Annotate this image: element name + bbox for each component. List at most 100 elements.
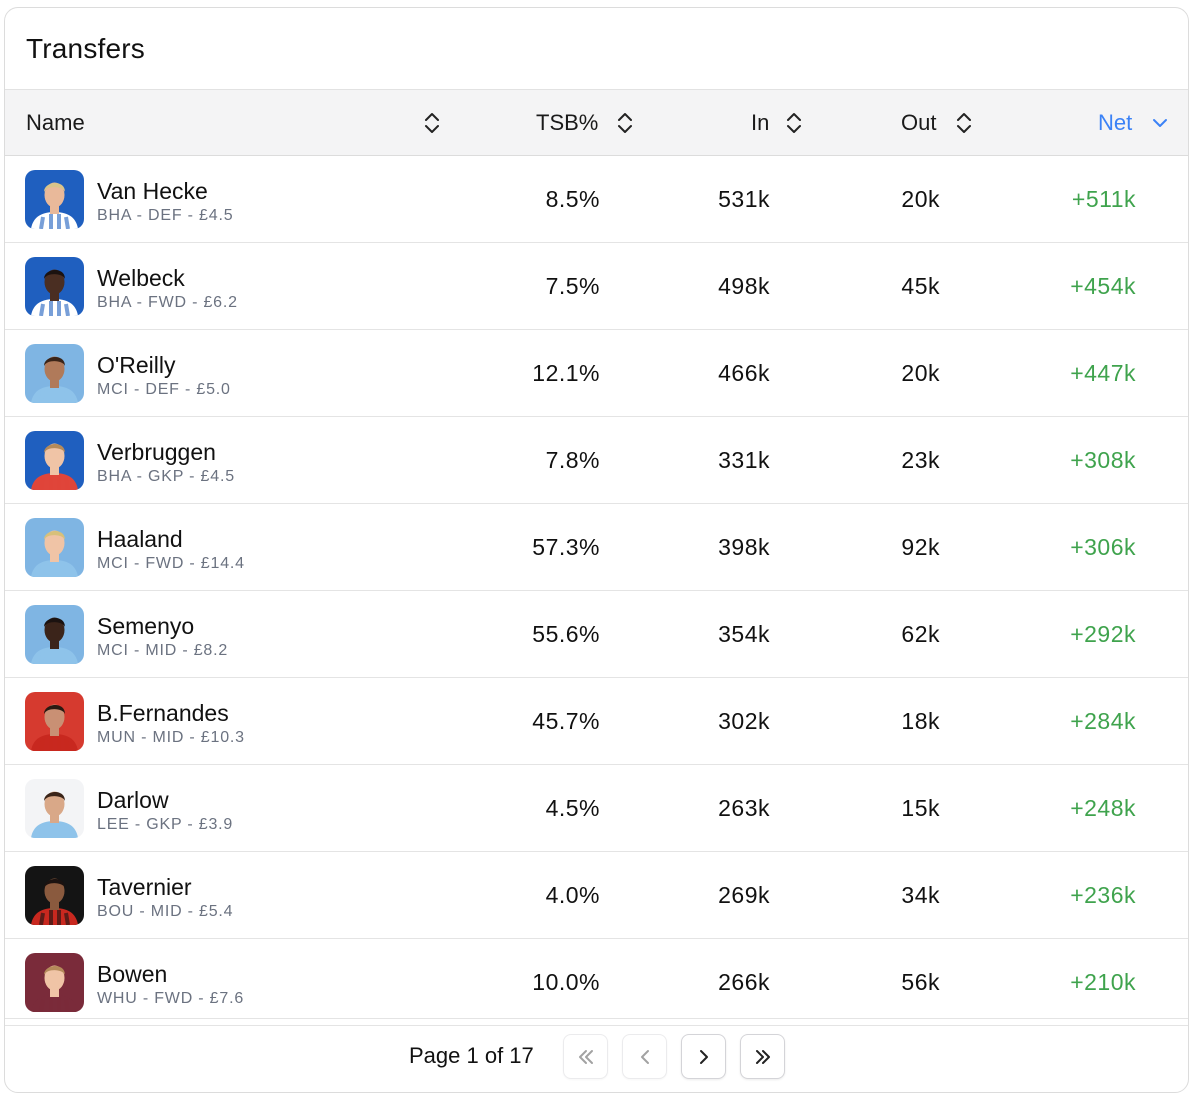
net-transfers-cell: +284k [1070, 707, 1136, 734]
player-avatar-icon [25, 344, 84, 403]
player-meta: MCI - FWD - £14.4 [97, 555, 245, 572]
player-avatar-icon [25, 692, 84, 751]
column-header-tsb-label: TSB% [536, 109, 599, 135]
player-avatar [25, 692, 84, 751]
previous-page-button[interactable] [622, 1034, 667, 1079]
column-header-net[interactable]: Net [1098, 90, 1132, 155]
table-row[interactable]: Semenyo MCI - MID - £8.2 55.6% 354k 62k … [5, 591, 1188, 678]
chevron-down-icon[interactable] [1150, 111, 1170, 135]
net-transfers-cell: +511k [1071, 185, 1136, 212]
table-row[interactable]: Tavernier BOU - MID - £5.4 4.0% 269k 34k… [5, 852, 1188, 939]
table-row[interactable]: Bowen WHU - FWD - £7.6 10.0% 266k 56k +2… [5, 939, 1188, 1026]
transfers-out-cell: 20k [901, 359, 940, 386]
player-avatar-icon [25, 170, 84, 229]
table-row[interactable]: Verbruggen BHA - GKP - £4.5 7.8% 331k 23… [5, 417, 1188, 504]
chevron-right-icon [699, 1049, 708, 1064]
tsb-cell: 4.0% [545, 881, 600, 908]
sort-updown-icon[interactable] [784, 111, 804, 135]
player-avatar-icon [25, 866, 84, 925]
player-avatar-icon [25, 257, 84, 316]
player-name[interactable]: Welbeck [97, 265, 185, 291]
transfers-in-cell: 498k [718, 272, 770, 299]
transfers-out-cell: 18k [901, 707, 940, 734]
column-header-name[interactable]: Name [26, 90, 85, 155]
player-avatar [25, 257, 84, 316]
first-page-button[interactable] [563, 1034, 608, 1079]
tsb-cell: 8.5% [545, 185, 600, 212]
player-name[interactable]: Bowen [97, 961, 168, 987]
last-page-button[interactable] [740, 1034, 785, 1079]
player-name[interactable]: Tavernier [97, 874, 192, 900]
player-avatar-icon [25, 605, 84, 664]
transfers-in-cell: 398k [718, 533, 770, 560]
transfers-out-cell: 15k [901, 794, 940, 821]
column-header-out-label: Out [901, 109, 937, 135]
transfers-in-cell: 531k [718, 185, 770, 212]
player-meta: MCI - DEF - £5.0 [97, 381, 231, 398]
player-avatar [25, 866, 84, 925]
transfers-out-cell: 34k [901, 881, 940, 908]
table-body: Van Hecke BHA - DEF - £4.5 8.5% 531k 20k… [5, 156, 1188, 1026]
player-avatar [25, 170, 84, 229]
tsb-cell: 45.7% [532, 707, 600, 734]
transfers-in-cell: 466k [718, 359, 770, 386]
player-name[interactable]: Darlow [97, 787, 169, 813]
player-name[interactable]: Semenyo [97, 613, 195, 639]
player-avatar-icon [25, 953, 84, 1012]
sort-updown-icon[interactable] [615, 111, 635, 135]
net-transfers-cell: +292k [1070, 620, 1136, 647]
transfers-out-cell: 92k [901, 533, 940, 560]
player-name[interactable]: B.Fernandes [97, 700, 229, 726]
player-meta: LEE - GKP - £3.9 [97, 816, 234, 833]
player-avatar-icon [25, 779, 84, 838]
player-avatar [25, 518, 84, 577]
tsb-cell: 12.1% [532, 359, 600, 386]
player-avatar [25, 605, 84, 664]
transfers-in-cell: 302k [718, 707, 770, 734]
card-title: Transfers [26, 32, 146, 64]
net-transfers-cell: +447k [1070, 359, 1136, 386]
player-avatar [25, 779, 84, 838]
tsb-cell: 57.3% [532, 533, 600, 560]
transfers-in-cell: 331k [718, 446, 770, 473]
player-avatar [25, 431, 84, 490]
next-page-button[interactable] [681, 1034, 726, 1079]
column-header-in-label: In [751, 109, 770, 135]
column-header-tsb[interactable]: TSB% [536, 90, 598, 155]
tsb-cell: 4.5% [545, 794, 600, 821]
player-avatar [25, 953, 84, 1012]
player-meta: BOU - MID - £5.4 [97, 903, 234, 920]
transfers-out-cell: 23k [901, 446, 940, 473]
player-avatar [25, 344, 84, 403]
tsb-cell: 10.0% [532, 968, 600, 995]
table-row[interactable]: Darlow LEE - GKP - £3.9 4.5% 263k 15k +2… [5, 765, 1188, 852]
player-name[interactable]: O'Reilly [97, 352, 176, 378]
column-header-net-label: Net [1098, 109, 1133, 135]
player-avatar-icon [25, 518, 84, 577]
table-row[interactable]: Haaland MCI - FWD - £14.4 57.3% 398k 92k… [5, 504, 1188, 591]
player-name[interactable]: Van Hecke [97, 178, 208, 204]
table-row[interactable]: Welbeck BHA - FWD - £6.2 7.5% 498k 45k +… [5, 243, 1188, 330]
transfers-out-cell: 62k [901, 620, 940, 647]
sort-updown-icon[interactable] [422, 111, 442, 135]
transfers-in-cell: 263k [718, 794, 770, 821]
tsb-cell: 7.8% [545, 446, 600, 473]
transfers-out-cell: 45k [901, 272, 940, 299]
pagination-bar: Page 1 of 17 [5, 1018, 1188, 1092]
tsb-cell: 7.5% [545, 272, 600, 299]
net-transfers-cell: +210k [1070, 968, 1136, 995]
player-name[interactable]: Haaland [97, 526, 183, 552]
table-row[interactable]: O'Reilly MCI - DEF - £5.0 12.1% 466k 20k… [5, 330, 1188, 417]
page-indicator: Page 1 of 17 [409, 1043, 534, 1068]
table-row[interactable]: Van Hecke BHA - DEF - £4.5 8.5% 531k 20k… [5, 156, 1188, 243]
double-chevron-right-icon [755, 1049, 770, 1064]
sort-updown-icon[interactable] [954, 111, 974, 135]
player-meta: BHA - GKP - £4.5 [97, 468, 235, 485]
column-header-in[interactable]: In [751, 90, 769, 155]
transfers-out-cell: 20k [901, 185, 940, 212]
table-row[interactable]: B.Fernandes MUN - MID - £10.3 45.7% 302k… [5, 678, 1188, 765]
transfers-in-cell: 266k [718, 968, 770, 995]
column-header-out[interactable]: Out [901, 90, 936, 155]
player-meta: BHA - DEF - £4.5 [97, 207, 234, 224]
player-name[interactable]: Verbruggen [97, 439, 216, 465]
